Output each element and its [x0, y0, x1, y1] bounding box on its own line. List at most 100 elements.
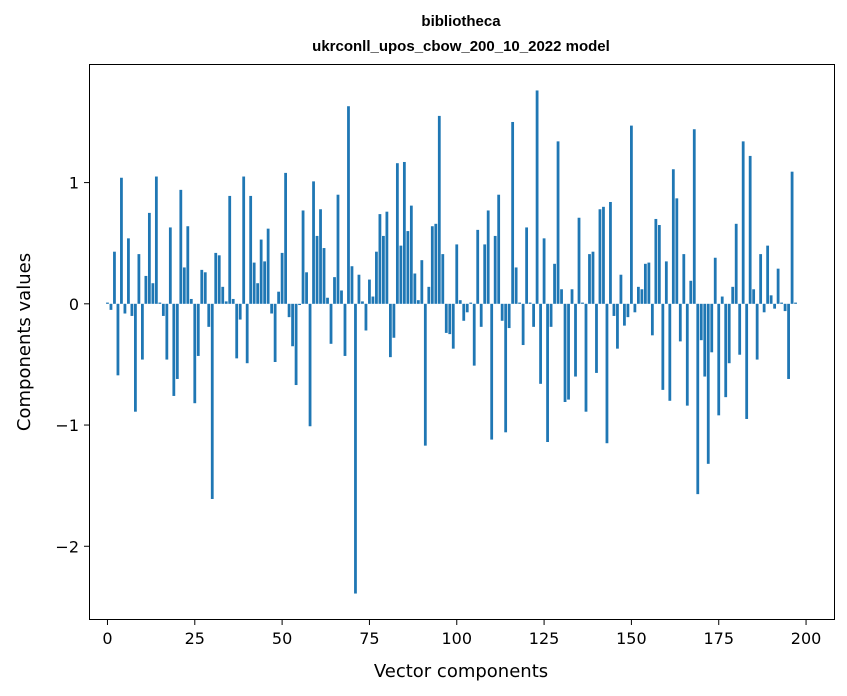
y-axis-label: Components values	[14, 253, 35, 431]
bar	[189, 298, 193, 304]
bar	[525, 227, 529, 304]
bar	[486, 210, 490, 304]
bar	[186, 226, 190, 304]
bar	[563, 303, 567, 402]
bar	[343, 303, 347, 356]
bar	[602, 206, 605, 304]
bar	[430, 226, 434, 304]
bar	[776, 268, 780, 304]
bar	[731, 286, 735, 304]
bar	[399, 245, 403, 304]
y-tick-label: −2	[55, 537, 79, 556]
bar	[790, 171, 794, 304]
bar	[640, 289, 644, 304]
bar	[759, 254, 763, 304]
bar	[214, 252, 218, 304]
bar	[637, 286, 640, 304]
bar	[685, 303, 689, 406]
bar	[500, 303, 504, 321]
bar	[755, 303, 759, 360]
bar	[137, 254, 141, 304]
chart-title: bibliotheca	[421, 13, 501, 30]
bar	[165, 303, 169, 360]
bar	[623, 303, 626, 326]
bar	[518, 302, 522, 304]
bar	[357, 274, 361, 304]
bar	[340, 290, 343, 304]
bar	[305, 272, 308, 304]
bar	[455, 244, 459, 304]
bar	[141, 303, 144, 360]
x-tick-label: 0	[102, 629, 112, 648]
bar	[713, 257, 717, 304]
bar	[378, 214, 382, 304]
bar	[532, 303, 535, 327]
bar	[699, 303, 703, 341]
bar	[451, 303, 455, 349]
bar	[228, 195, 232, 304]
bar	[476, 229, 480, 304]
bar	[200, 269, 204, 304]
bar	[375, 251, 378, 304]
bar	[402, 161, 406, 304]
x-axis: 0 25 50 75 100 125 150 175 200	[102, 619, 821, 648]
x-tick-label: 150	[616, 629, 647, 648]
bar	[280, 252, 284, 304]
bar	[630, 125, 633, 304]
bar	[210, 303, 214, 499]
bar	[193, 303, 197, 404]
bar	[762, 303, 766, 313]
y-tick-label: 1	[69, 174, 79, 193]
bar	[647, 262, 651, 304]
chart-subtitle: ukrconll_upos_cbow_200_10_2022 model	[312, 38, 610, 55]
bar	[273, 303, 277, 362]
x-tick-label: 25	[185, 629, 205, 648]
bar	[769, 295, 773, 304]
bar	[766, 245, 770, 304]
bar	[130, 303, 134, 316]
bar	[168, 227, 172, 304]
bar	[326, 297, 329, 304]
bar	[151, 283, 155, 304]
bar	[748, 155, 752, 304]
bar	[116, 303, 120, 376]
bar	[724, 303, 728, 398]
bar	[616, 303, 619, 349]
bar	[263, 261, 267, 304]
bar	[144, 275, 148, 304]
bar	[427, 286, 431, 304]
bar	[706, 303, 710, 464]
bar	[266, 228, 270, 304]
x-tick-label: 200	[791, 629, 822, 648]
bar	[535, 90, 539, 304]
bar	[668, 303, 672, 401]
bar	[556, 141, 560, 304]
bar	[720, 296, 724, 304]
bar	[710, 303, 714, 353]
bar	[270, 303, 274, 314]
bar	[238, 303, 242, 320]
bar	[773, 303, 777, 309]
bar	[692, 129, 696, 304]
bar	[504, 303, 508, 433]
bar	[507, 303, 511, 329]
bar	[588, 254, 591, 304]
bar	[734, 223, 738, 304]
bar	[291, 303, 294, 347]
bar	[312, 181, 315, 304]
bar	[221, 286, 225, 304]
bar	[727, 303, 731, 364]
bar	[277, 291, 281, 304]
bar	[609, 201, 612, 304]
bar	[661, 303, 665, 390]
bar	[245, 303, 249, 364]
bar	[528, 302, 532, 304]
bar	[354, 303, 357, 594]
bar	[570, 289, 574, 304]
bar	[633, 303, 637, 313]
bar	[626, 303, 630, 318]
bar	[654, 218, 658, 304]
bar	[382, 235, 385, 304]
bar	[109, 303, 113, 310]
